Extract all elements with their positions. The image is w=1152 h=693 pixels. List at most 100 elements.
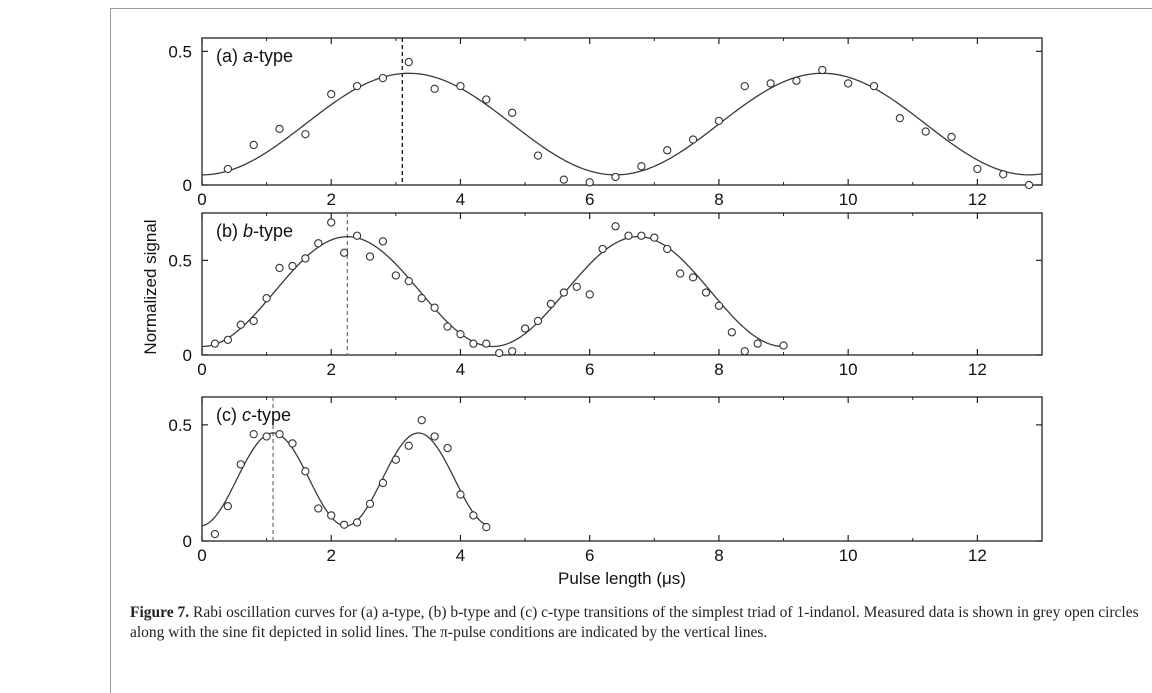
data-point bbox=[352, 231, 362, 240]
data-point bbox=[430, 84, 439, 93]
figure-caption: Figure 7. Rabi oscillation curves for (a… bbox=[130, 603, 1140, 642]
data-point bbox=[495, 348, 504, 358]
data-point bbox=[637, 231, 646, 240]
data-point bbox=[482, 95, 491, 104]
data-point bbox=[611, 172, 620, 182]
x-tick-label: 6 bbox=[585, 190, 594, 209]
x-tick-label: 4 bbox=[456, 190, 465, 209]
data-point bbox=[469, 511, 478, 520]
data-point bbox=[275, 124, 284, 134]
data-point bbox=[404, 57, 413, 67]
data-point bbox=[727, 328, 736, 337]
data-point bbox=[223, 164, 232, 174]
y-tick-label: 0.5 bbox=[168, 42, 192, 61]
data-point bbox=[792, 76, 801, 85]
y-tick-label: 0.5 bbox=[168, 251, 192, 270]
data-point bbox=[559, 288, 568, 297]
data-point bbox=[327, 218, 336, 227]
x-tick-label: 4 bbox=[456, 360, 465, 379]
x-tick-label: 8 bbox=[714, 360, 723, 379]
data-point bbox=[327, 511, 336, 520]
panel-b: 0 2 4 6 8 10 12 0 0.5 (b) b-type bbox=[168, 212, 1043, 379]
data-point bbox=[585, 290, 594, 299]
data-point bbox=[740, 81, 749, 91]
panel-c: 0 2 4 6 8 10 12 0 0.5 (c) c-type bbox=[168, 396, 1043, 565]
data-point bbox=[508, 347, 517, 356]
data-point bbox=[650, 233, 659, 242]
x-tick-label: 10 bbox=[839, 190, 858, 209]
data-point bbox=[404, 441, 413, 450]
data-point bbox=[766, 79, 775, 88]
plot-frame bbox=[201, 396, 1043, 542]
data-point bbox=[456, 490, 465, 499]
data-point bbox=[288, 261, 297, 271]
panel-label: (a) a-type bbox=[216, 46, 293, 66]
y-axis-title: Normalized signal bbox=[141, 219, 160, 354]
data-point bbox=[262, 432, 271, 441]
panel-label: (c) c-type bbox=[216, 405, 291, 425]
data-point bbox=[973, 164, 982, 174]
caption-text: Rabi oscillation curves for (a) a-type, … bbox=[130, 604, 1139, 641]
x-tick-label: 2 bbox=[326, 360, 335, 379]
data-point bbox=[417, 416, 426, 425]
data-point bbox=[236, 460, 245, 469]
panel-a: 0 2 4 6 8 10 12 0 0.5 (a) a-type bbox=[168, 37, 1043, 209]
data-point bbox=[430, 303, 439, 312]
data-point bbox=[688, 135, 698, 144]
data-point bbox=[288, 439, 297, 448]
data-point bbox=[844, 79, 853, 88]
x-tick-label: 8 bbox=[714, 546, 723, 565]
data-point bbox=[533, 151, 543, 160]
data-point bbox=[701, 288, 711, 297]
data-point bbox=[301, 254, 310, 263]
data-point bbox=[533, 316, 543, 326]
data-point bbox=[391, 271, 400, 280]
data-point bbox=[585, 178, 594, 187]
data-point bbox=[314, 504, 323, 513]
caption-label: Figure 7. bbox=[130, 604, 190, 621]
x-axis-title: Pulse length (μs) bbox=[558, 569, 686, 588]
data-point bbox=[546, 299, 556, 309]
x-tick-label: 2 bbox=[326, 546, 335, 565]
data-point bbox=[249, 316, 258, 326]
data-point bbox=[869, 81, 879, 91]
data-point bbox=[921, 127, 930, 136]
figure-border-top bbox=[110, 8, 1152, 9]
data-point bbox=[327, 89, 336, 99]
x-tick-label: 10 bbox=[839, 360, 858, 379]
data-point bbox=[223, 502, 232, 511]
data-point bbox=[210, 529, 220, 539]
data-point bbox=[947, 132, 956, 142]
y-tick-label: 0 bbox=[183, 176, 192, 195]
data-point bbox=[714, 301, 724, 310]
x-tick-label: 10 bbox=[839, 546, 858, 565]
data-point bbox=[249, 140, 258, 150]
data-point bbox=[559, 175, 568, 184]
data-point bbox=[456, 81, 465, 91]
x-tick-label: 2 bbox=[326, 190, 335, 209]
y-tick-label: 0 bbox=[183, 532, 192, 551]
data-point bbox=[443, 443, 452, 453]
data-point bbox=[688, 273, 698, 282]
data-point bbox=[714, 116, 724, 126]
data-point bbox=[572, 282, 581, 291]
data-point bbox=[352, 518, 362, 527]
x-tick-label: 12 bbox=[968, 546, 987, 565]
data-point bbox=[249, 430, 258, 439]
data-point bbox=[818, 65, 827, 75]
y-tick-label: 0 bbox=[183, 346, 192, 365]
data-point bbox=[417, 294, 426, 303]
data-point bbox=[753, 339, 762, 348]
x-tick-label: 6 bbox=[585, 546, 594, 565]
x-tick-label: 8 bbox=[714, 190, 723, 209]
data-point bbox=[740, 347, 749, 356]
data-point bbox=[314, 239, 323, 248]
rabi-oscillation-figure: Normalized signal Pulse length (μs) 0 2 4 6… bbox=[141, 37, 1043, 588]
sine-fit-line bbox=[201, 72, 1043, 176]
data-point bbox=[378, 237, 388, 246]
y-tick-label: 0.5 bbox=[168, 416, 192, 435]
data-point bbox=[456, 330, 465, 339]
panel-label: (b) b-type bbox=[216, 221, 293, 241]
data-point bbox=[520, 324, 530, 333]
